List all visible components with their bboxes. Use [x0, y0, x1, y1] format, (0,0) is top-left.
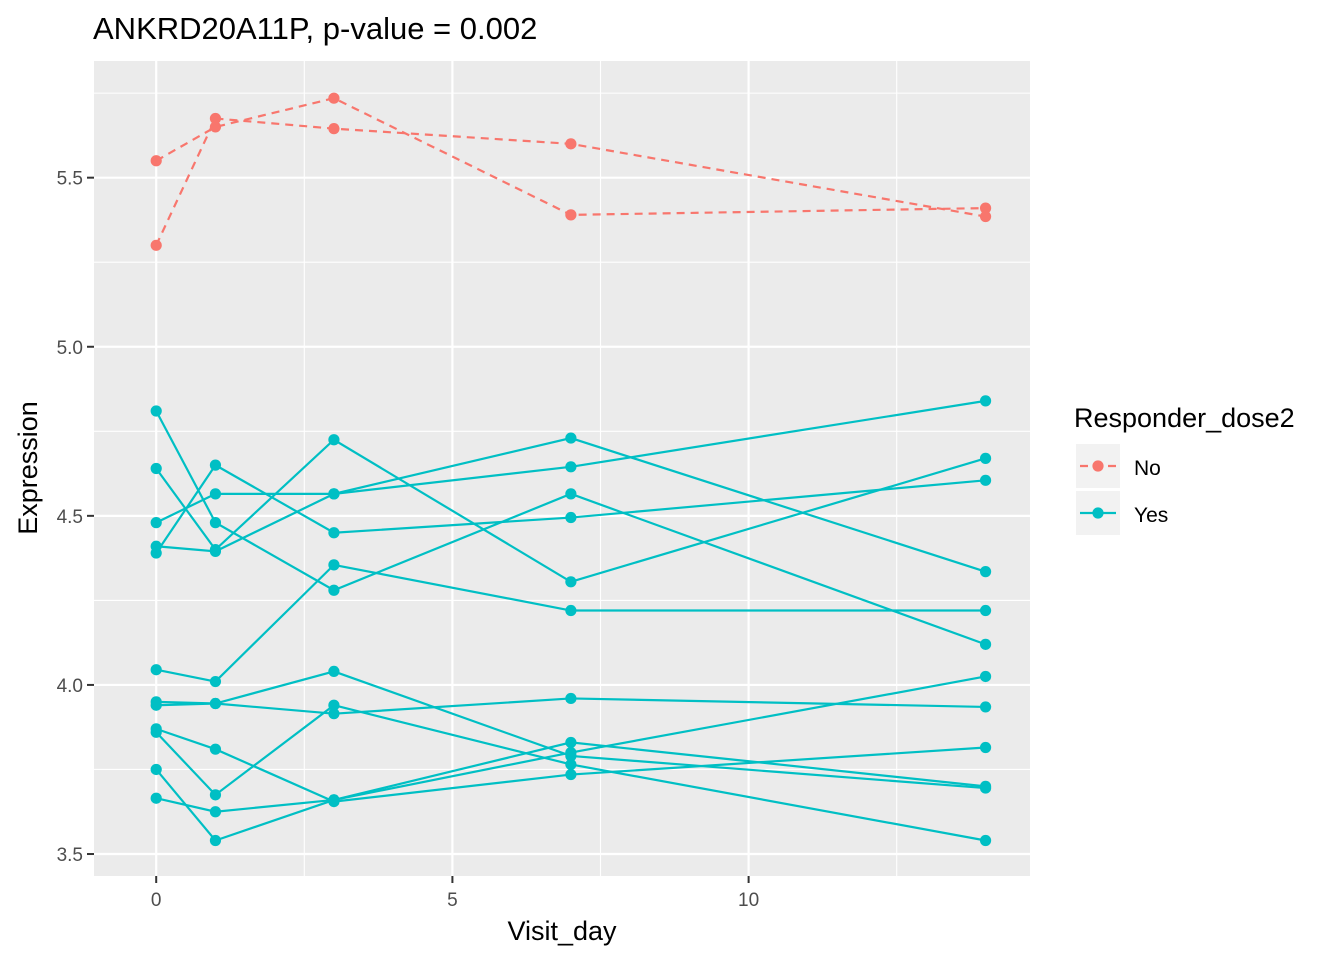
data-point-yes — [979, 701, 992, 713]
data-point-yes — [209, 834, 222, 847]
data-point-yes — [565, 488, 577, 500]
data-point-no — [150, 155, 162, 167]
series-layer — [150, 92, 992, 847]
data-point-yes — [150, 699, 162, 711]
data-point-yes — [209, 806, 222, 818]
data-point-yes — [328, 584, 340, 596]
data-point-no — [565, 209, 577, 221]
data-point-yes — [979, 670, 992, 683]
data-point-yes — [209, 743, 222, 755]
data-point-yes — [328, 794, 340, 806]
data-point-no — [150, 239, 162, 251]
data-point-yes — [979, 638, 992, 650]
legend-label-yes: Yes — [1134, 504, 1168, 527]
data-point-no — [328, 123, 340, 135]
y-tick-label: 4.5 — [57, 507, 83, 528]
data-point-yes — [565, 746, 577, 759]
data-point-no — [209, 112, 222, 125]
data-point-yes — [565, 692, 577, 705]
legend-key-point — [1092, 460, 1104, 472]
y-axis-title: Expression — [13, 401, 43, 535]
chart-title: ANKRD20A11P, p-value = 0.002 — [93, 11, 537, 46]
data-point-yes — [150, 763, 162, 776]
legend: Responder_dose2 No Yes — [1074, 403, 1295, 535]
data-point-yes — [979, 452, 992, 464]
data-point-no — [979, 210, 992, 223]
data-point-yes — [150, 517, 162, 529]
data-point-yes — [209, 459, 222, 471]
data-point-yes — [150, 405, 162, 417]
x-tick-label: 0 — [151, 890, 162, 911]
grid — [94, 61, 1030, 876]
series-line-no — [155, 97, 986, 216]
legend-key-point — [1092, 507, 1104, 519]
data-point-yes — [328, 559, 340, 571]
data-point-yes — [328, 527, 340, 539]
data-point-yes — [565, 736, 577, 749]
data-point-no — [979, 202, 992, 214]
y-tick-label: 4.0 — [57, 676, 83, 697]
y-tick-label: 5.0 — [57, 338, 83, 359]
data-point-yes — [209, 789, 222, 801]
data-point-yes — [979, 604, 992, 617]
x-tick-label: 5 — [447, 890, 458, 911]
data-point-yes — [979, 566, 992, 578]
data-point-yes — [209, 545, 222, 557]
data-point-yes — [328, 665, 340, 678]
data-point-yes — [150, 540, 162, 552]
data-point-no — [565, 138, 577, 150]
data-point-yes — [209, 697, 222, 710]
y-tick-label: 5.5 — [57, 169, 83, 190]
data-point-yes — [150, 462, 162, 475]
data-point-yes — [150, 726, 162, 738]
y-tick-label: 3.5 — [57, 845, 83, 866]
data-point-yes — [565, 511, 577, 524]
data-point-yes — [150, 664, 162, 676]
data-point-yes — [565, 576, 577, 588]
axes: 0 5 10 3.5 4.0 4.5 5.0 5.5 — [57, 169, 760, 911]
x-tick-label: 10 — [738, 890, 759, 911]
data-point-yes — [565, 758, 577, 771]
data-point-yes — [209, 675, 222, 688]
data-point-yes — [565, 461, 577, 473]
data-point-yes — [328, 699, 340, 711]
legend-label-no: No — [1134, 457, 1161, 480]
legend-keys — [1076, 444, 1120, 535]
data-point-yes — [979, 395, 992, 407]
data-point-yes — [979, 780, 992, 792]
data-point-yes — [565, 604, 577, 617]
data-point-yes — [209, 517, 222, 529]
data-point-yes — [979, 474, 992, 486]
x-axis-title: Visit_day — [507, 916, 617, 946]
data-point-no — [328, 92, 340, 104]
data-point-yes — [565, 768, 577, 781]
data-point-yes — [979, 741, 992, 754]
data-point-yes — [328, 434, 340, 446]
data-point-yes — [328, 488, 340, 500]
legend-title: Responder_dose2 — [1074, 403, 1295, 433]
data-point-yes — [979, 834, 992, 847]
data-point-yes — [209, 488, 222, 500]
data-point-yes — [328, 708, 340, 720]
data-point-yes — [565, 432, 577, 444]
data-point-yes — [150, 792, 162, 804]
